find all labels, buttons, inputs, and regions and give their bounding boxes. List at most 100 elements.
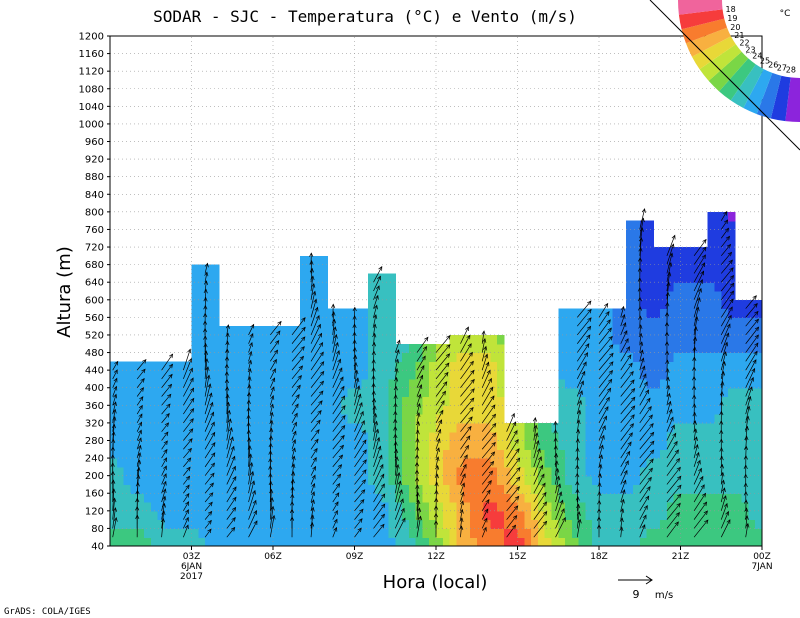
temperature-cell <box>137 519 145 530</box>
temperature-cell <box>741 449 750 459</box>
temperature-cell <box>300 440 308 450</box>
temperature-cell <box>592 352 600 362</box>
temperature-cell <box>402 510 410 521</box>
temperature-cell <box>293 334 301 345</box>
temperature-cell <box>157 510 165 521</box>
wind-arrow-shaft <box>354 479 366 494</box>
wind-arrow-shaft <box>183 349 191 371</box>
temperature-cell <box>653 273 661 283</box>
wind-arrow-head <box>488 470 494 476</box>
wind-arrow <box>291 365 304 380</box>
wind-arrow-shaft <box>435 381 448 397</box>
temperature-cell <box>571 458 580 468</box>
temperature-cell <box>646 247 654 257</box>
temperature-cell <box>748 334 756 345</box>
temperature-cell <box>347 361 356 371</box>
temperature-cell <box>266 484 274 494</box>
temperature-cell <box>741 440 750 450</box>
temperature-cell <box>395 458 403 468</box>
wind-arrow-head <box>436 438 441 443</box>
wind-arrow <box>393 441 398 459</box>
temperature-cell <box>245 475 254 486</box>
wind-arrow <box>310 447 318 459</box>
temperature-cell <box>300 361 308 371</box>
wind-arrow-head <box>331 303 336 309</box>
temperature-cell <box>619 308 627 318</box>
wind-arrow-head <box>724 227 730 233</box>
wind-arrow-shaft <box>745 295 757 309</box>
temperature-cell <box>476 458 485 468</box>
temperature-cell <box>646 510 654 521</box>
temperature-cell <box>741 414 750 424</box>
wind-arrow-head <box>248 342 253 347</box>
temperature-cell <box>130 440 138 450</box>
wind-arrow-head <box>138 404 143 410</box>
wind-arrow <box>481 451 496 468</box>
wind-arrow-shaft <box>693 412 696 423</box>
wind-arrow-shaft <box>310 457 317 468</box>
plot-frame <box>109 35 763 547</box>
temperature-cell <box>503 528 512 538</box>
wind-arrow-shaft <box>291 365 303 380</box>
wind-arrow-shaft <box>332 376 344 397</box>
wind-arrow-shaft <box>555 453 557 467</box>
wind-arrow-shaft <box>394 489 403 511</box>
wind-arrow-head <box>723 210 728 216</box>
temperature-cell <box>476 510 485 521</box>
temperature-cell <box>157 422 165 433</box>
temperature-cell <box>497 458 505 468</box>
wind-arrow-shaft <box>460 352 473 371</box>
wind-arrow-shaft <box>394 456 398 476</box>
wind-arrow-shaft <box>416 430 419 441</box>
wind-arrow-head <box>230 526 236 532</box>
temperature-cell <box>211 510 220 521</box>
temperature-cell <box>599 475 607 486</box>
temperature-cell <box>483 334 491 345</box>
temperature-cell <box>177 537 186 546</box>
temperature-cell <box>368 484 376 494</box>
temperature-cell <box>361 422 369 433</box>
temperature-cell <box>469 519 478 530</box>
temperature-cell <box>469 396 478 406</box>
temperature-cell <box>191 528 199 538</box>
temperature-cell <box>334 537 342 546</box>
temperature-cell <box>245 431 254 442</box>
wind-arrow-shaft <box>373 342 375 353</box>
temperature-cell <box>184 458 193 468</box>
wind-arrow-head <box>314 306 319 312</box>
wind-arrow-shaft <box>481 362 489 380</box>
wind-arrow-shaft <box>204 351 207 371</box>
temperature-cell <box>442 519 451 530</box>
temperature-cell <box>252 502 261 512</box>
wind-arrow-shaft <box>666 282 670 300</box>
wind-arrow-shaft <box>435 447 440 459</box>
temperature-cell <box>191 370 199 380</box>
temperature-cell <box>191 422 199 433</box>
temperature-cell <box>632 510 641 521</box>
temperature-cell <box>490 510 498 521</box>
temperature-cell <box>571 334 580 345</box>
temperature-cell <box>578 475 587 486</box>
wind-arrow-shaft <box>204 272 208 283</box>
wind-arrow-head <box>641 365 646 371</box>
wind-arrow-head <box>270 386 275 392</box>
wind-arrow <box>310 370 325 388</box>
temperature-cell <box>639 396 648 406</box>
temperature-cell <box>313 396 322 406</box>
wind-arrow-head <box>207 519 212 525</box>
wind-arrow-head <box>558 491 563 497</box>
wind-arrow-shaft <box>639 333 642 344</box>
temperature-cell <box>599 326 607 336</box>
temperature-cell <box>700 414 709 424</box>
y-tick-label: 520 <box>85 330 104 341</box>
wind-arrow-shaft <box>481 331 485 344</box>
wind-arrow-shaft <box>112 517 117 538</box>
temperature-cell <box>734 299 743 310</box>
temperature-cell <box>449 370 457 380</box>
temperature-cell <box>510 528 519 538</box>
temperature-cell <box>306 255 315 266</box>
temperature-cell <box>191 378 199 389</box>
wind-arrow-head <box>459 508 464 514</box>
wind-arrow <box>619 517 624 529</box>
temperature-cell <box>320 326 328 336</box>
